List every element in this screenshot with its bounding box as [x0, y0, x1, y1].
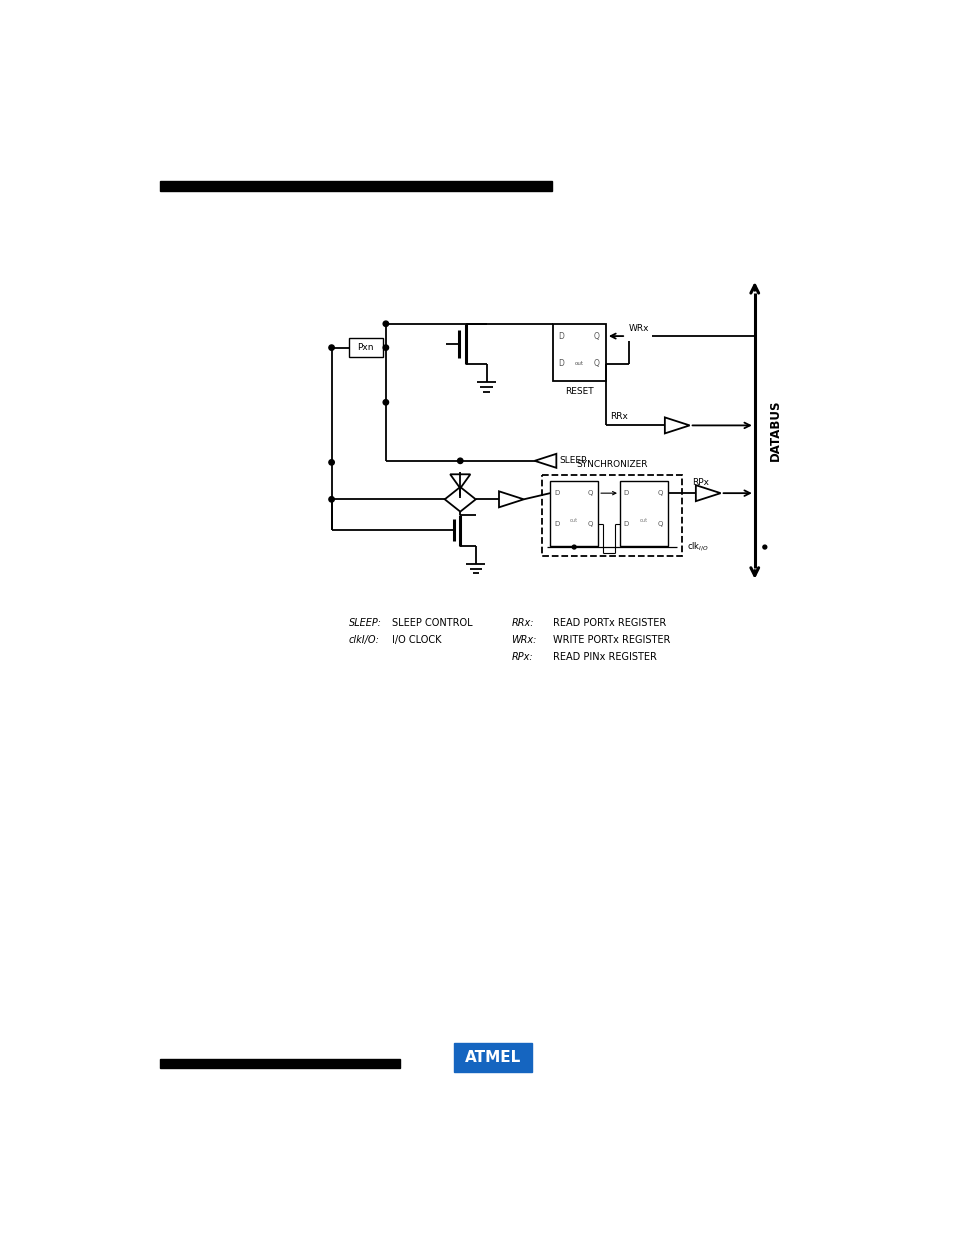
Text: SLEEP CONTROL: SLEEP CONTROL — [392, 618, 472, 627]
Text: clkI/O:: clkI/O: — [348, 635, 379, 645]
Text: SYNCHRONIZER: SYNCHRONIZER — [576, 459, 647, 468]
Bar — [159, 1060, 399, 1067]
Text: Q: Q — [594, 359, 599, 368]
Bar — [553, 324, 605, 380]
Text: D: D — [623, 521, 628, 527]
Text: out: out — [575, 362, 583, 367]
Text: D: D — [558, 359, 563, 368]
Bar — [454, 1042, 531, 1072]
Text: D: D — [558, 331, 563, 341]
Text: Q: Q — [657, 490, 661, 496]
Text: ®: ® — [484, 1065, 493, 1073]
Circle shape — [329, 345, 334, 351]
Bar — [159, 180, 551, 191]
Bar — [542, 474, 681, 556]
Text: RPx: RPx — [691, 478, 708, 487]
Bar — [348, 338, 382, 357]
Text: SLEEP:: SLEEP: — [348, 618, 381, 627]
Text: Q: Q — [657, 521, 661, 527]
Text: RPx:: RPx: — [511, 652, 533, 662]
Bar — [550, 480, 598, 546]
Circle shape — [762, 545, 766, 550]
Circle shape — [383, 321, 388, 326]
Text: Q: Q — [587, 521, 592, 527]
Circle shape — [329, 459, 334, 466]
Circle shape — [383, 345, 388, 351]
Text: I/O CLOCK: I/O CLOCK — [392, 635, 441, 645]
Circle shape — [329, 496, 334, 501]
Text: ATMEL: ATMEL — [464, 1050, 520, 1065]
Text: D: D — [623, 490, 628, 496]
Circle shape — [383, 400, 388, 405]
Text: RRx: RRx — [609, 411, 627, 421]
Circle shape — [457, 458, 462, 463]
Text: READ PINx REGISTER: READ PINx REGISTER — [553, 652, 657, 662]
Text: out: out — [570, 519, 578, 524]
Text: WRITE PORTx REGISTER: WRITE PORTx REGISTER — [553, 635, 670, 645]
Text: out: out — [639, 519, 647, 524]
Text: Q: Q — [587, 490, 592, 496]
Text: DATABUS: DATABUS — [768, 400, 781, 461]
Text: SLEEP: SLEEP — [558, 456, 586, 466]
Text: clk$_{I/O}$: clk$_{I/O}$ — [686, 541, 708, 553]
Text: D: D — [554, 521, 558, 527]
Text: Pxn: Pxn — [357, 343, 374, 352]
Bar — [619, 480, 667, 546]
Text: RRx:: RRx: — [511, 618, 534, 627]
Text: WRx:: WRx: — [511, 635, 537, 645]
Text: WRx: WRx — [629, 324, 649, 333]
Text: Q: Q — [594, 331, 599, 341]
Text: RESET: RESET — [565, 387, 594, 396]
Text: READ PORTx REGISTER: READ PORTx REGISTER — [553, 618, 666, 627]
Text: D: D — [554, 490, 558, 496]
Circle shape — [572, 545, 576, 550]
